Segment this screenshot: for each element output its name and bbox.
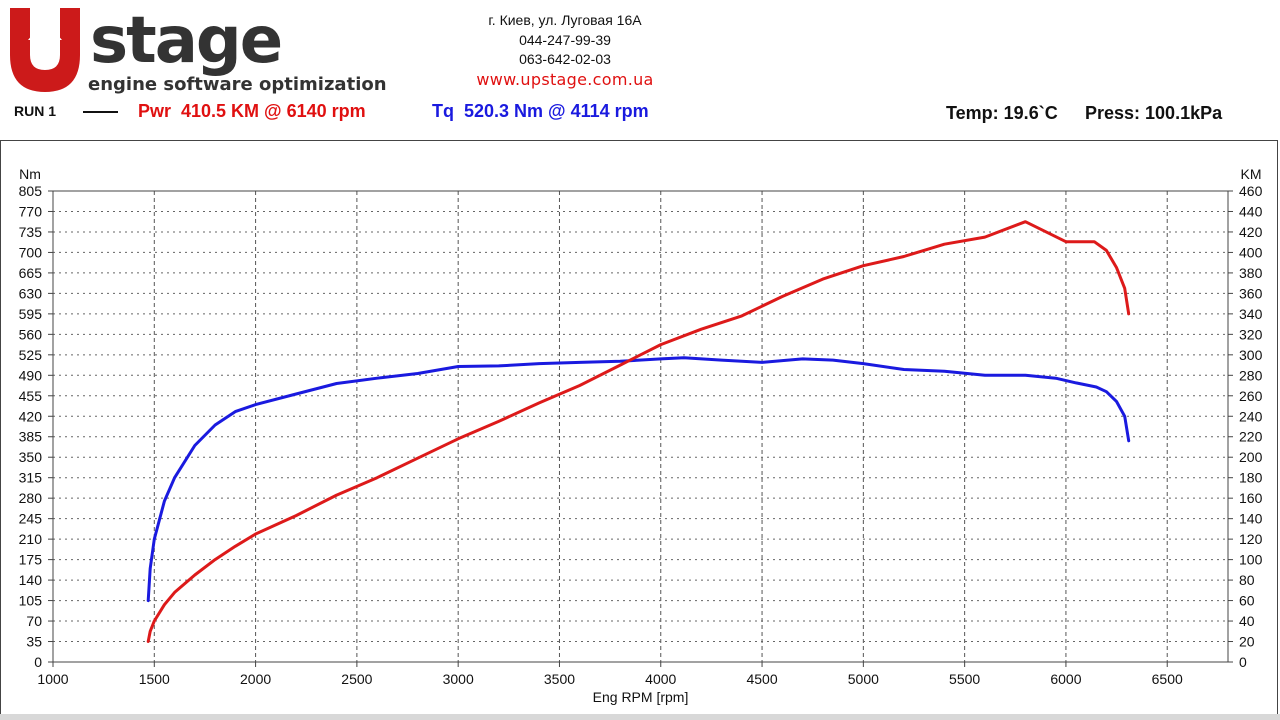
y-right-tick-label: 440: [1239, 203, 1263, 219]
y-left-tick-label: 490: [19, 367, 43, 383]
y-right-tick-label: 200: [1239, 449, 1263, 465]
x-tick-label: 1000: [37, 671, 68, 687]
dyno-chart: 1000 1500 2000 2500 3000 3500 4000 4500 5000 5500…: [19, 166, 1263, 705]
logo-tagline: engine software optimization: [88, 74, 387, 95]
x-tick-label: 4000: [645, 671, 676, 687]
y-right-tick-label: 180: [1239, 470, 1263, 486]
y-left-tick-label: 525: [19, 347, 43, 363]
power-summary: Pwr 410.5 KM @ 6140 rpm: [138, 101, 366, 121]
x-tick-label: 5500: [949, 671, 980, 687]
upstage-logo: stage engine software optimization: [10, 4, 387, 95]
chart-frame: 1000 1500 2000 2500 3000 3500 4000 4500 5000 5500…: [0, 140, 1278, 716]
x-tick-label: 5000: [848, 671, 879, 687]
y-axis-right-title: KM: [1241, 166, 1262, 182]
y-left-tick-label: 350: [19, 449, 43, 465]
series-line-tq: [146, 356, 1131, 603]
y-left-tick-label: 665: [19, 265, 43, 281]
y-left-tick-label: 175: [19, 552, 43, 568]
y-left-tick-label: 700: [19, 244, 43, 260]
y-left-tick-label: 770: [19, 203, 43, 219]
y-left-tick-label: 70: [26, 613, 42, 629]
y-right-tick-label: 100: [1239, 552, 1263, 568]
bottom-scrollbar-strip: [0, 714, 1280, 720]
y-left-tick-label: 420: [19, 408, 43, 424]
y-right-tick-label: 460: [1239, 183, 1263, 199]
pressure-readout: Press: 100.1kPa: [1085, 103, 1223, 123]
x-tick-label: 6500: [1152, 671, 1183, 687]
y-left-tick-label: 560: [19, 326, 43, 342]
phone-number-2: 063-642-02-03: [519, 51, 611, 67]
y-left-tick-label: 385: [19, 429, 43, 445]
x-tick-label: 3500: [544, 671, 575, 687]
y-right-tick-label: 280: [1239, 367, 1263, 383]
y-left-tick-label: 140: [19, 572, 43, 588]
y-right-tick-label: 240: [1239, 408, 1263, 424]
y-right-tick-label: 40: [1239, 613, 1255, 629]
series-line-pwr: [146, 220, 1131, 643]
y-axis-left-title: Nm: [19, 166, 41, 182]
y-left-tick-label: 35: [26, 634, 42, 650]
y-right-tick-label: 120: [1239, 531, 1263, 547]
y-left-tick-label: 210: [19, 531, 43, 547]
y-left-tick-label: 455: [19, 388, 43, 404]
y-right-tick-label: 300: [1239, 347, 1263, 363]
series-group: [146, 220, 1131, 643]
x-tick-label: 2500: [341, 671, 372, 687]
y-left-tick-label: 805: [19, 183, 43, 199]
temperature-readout: Temp: 19.6`C: [946, 103, 1058, 123]
address-line: г. Киев, ул. Луговая 16А: [488, 12, 642, 28]
y-right-tick-label: 380: [1239, 265, 1263, 281]
y-right-tick-label: 420: [1239, 224, 1263, 240]
axis-ticks: 1000 1500 2000 2500 3000 3500 4000 4500 5000 5500…: [19, 183, 1263, 687]
y-left-tick-label: 245: [19, 511, 43, 527]
y-right-tick-label: 80: [1239, 572, 1255, 588]
y-left-tick-label: 105: [19, 593, 43, 609]
phone-number-1: 044-247-99-39: [519, 32, 611, 48]
y-right-tick-label: 160: [1239, 490, 1263, 506]
logo-mark: [10, 8, 80, 92]
y-right-tick-label: 340: [1239, 306, 1263, 322]
run-legend-line: [83, 111, 118, 113]
y-right-tick-label: 320: [1239, 326, 1263, 342]
x-tick-label: 1500: [139, 671, 170, 687]
y-right-tick-label: 0: [1239, 654, 1247, 670]
logo-wordmark: stage: [90, 4, 281, 78]
y-right-tick-label: 220: [1239, 429, 1263, 445]
y-left-tick-label: 735: [19, 224, 43, 240]
run-label: RUN 1: [14, 103, 57, 119]
grid: [53, 191, 1228, 662]
y-left-tick-label: 280: [19, 490, 43, 506]
website-link[interactable]: www.upstage.com.ua: [476, 70, 654, 89]
x-tick-label: 6000: [1050, 671, 1081, 687]
torque-summary: Tq 520.3 Nm @ 4114 rpm: [432, 101, 649, 121]
x-tick-label: 3000: [443, 671, 474, 687]
plot-area: [52, 190, 1229, 663]
y-right-tick-label: 60: [1239, 593, 1255, 609]
x-tick-label: 4500: [746, 671, 777, 687]
y-left-tick-label: 315: [19, 470, 43, 486]
y-left-tick-label: 630: [19, 285, 43, 301]
y-right-tick-label: 140: [1239, 511, 1263, 527]
y-right-tick-label: 400: [1239, 244, 1263, 260]
x-tick-label: 2000: [240, 671, 271, 687]
y-left-tick-label: 595: [19, 306, 43, 322]
x-axis-title: Eng RPM [rpm]: [593, 689, 689, 705]
y-right-tick-label: 20: [1239, 634, 1255, 650]
y-left-tick-label: 0: [34, 654, 42, 670]
y-right-tick-label: 360: [1239, 285, 1263, 301]
y-right-tick-label: 260: [1239, 388, 1263, 404]
